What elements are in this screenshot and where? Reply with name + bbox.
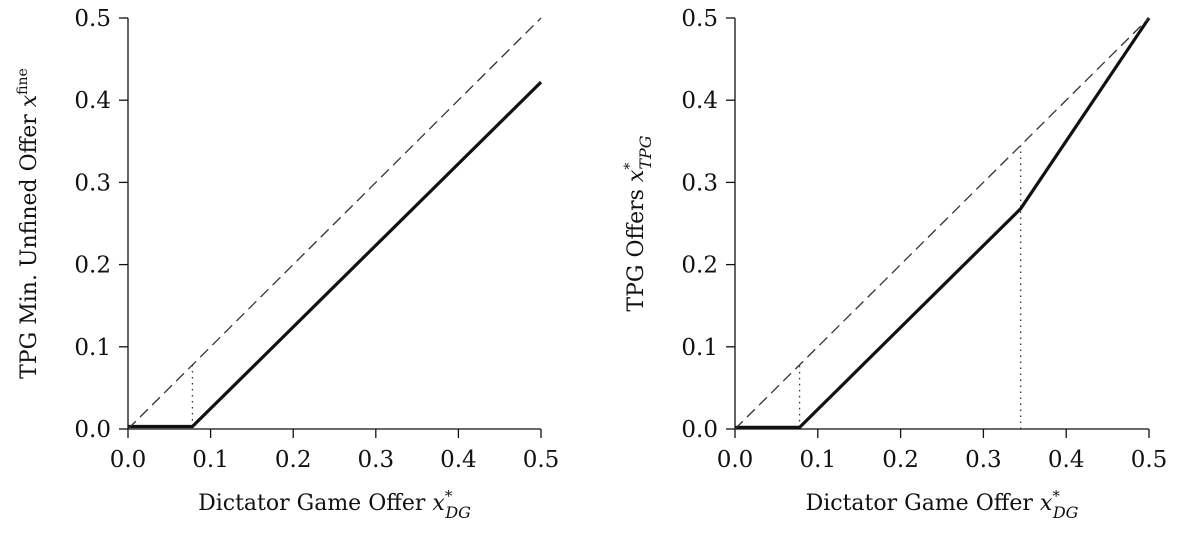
- y-axis-label-text: TPG Offers: [624, 182, 649, 312]
- y-tick-label: 0.0: [681, 417, 718, 443]
- x-tick-label: 0.5: [1131, 447, 1168, 473]
- offer-solid-line: [128, 80, 543, 429]
- x-axis-label-text: Dictator Game Offer: [806, 491, 1040, 516]
- y-axis-label-sup: *: [622, 163, 638, 170]
- y-tick-label: 0.3: [74, 170, 111, 196]
- x-tick-label: 0.0: [110, 447, 147, 473]
- y-tick-label: 0.1: [681, 335, 718, 361]
- x-axis-label-var: x: [432, 491, 445, 516]
- y-axis-label-var: x: [17, 94, 42, 107]
- x-axis-label-sub: DG: [444, 503, 471, 522]
- y-tick-label: 0.3: [681, 170, 718, 196]
- x-tick-label: 0.5: [523, 447, 560, 473]
- y-axis-label: TPG Min. Unfined Offer xfine: [15, 68, 42, 379]
- y-tick-label: 0.5: [74, 6, 111, 32]
- x-axis-label-sub: DG: [1052, 503, 1079, 522]
- x-tick-label: 0.4: [440, 447, 477, 473]
- x-axis-label-var: x: [1040, 491, 1053, 516]
- y-axis-label-sub: TPG: [636, 135, 655, 169]
- x-axis-label-sup: *: [445, 487, 453, 505]
- y-axis-label-var: x: [624, 169, 649, 182]
- x-tick-label: 0.2: [275, 447, 312, 473]
- x-axis-label: Dictator Game Offer x* DG: [806, 487, 1079, 522]
- diagonal-dashed-line: [127, 17, 542, 430]
- x-tick-label: 0.3: [358, 447, 395, 473]
- x-tick-label: 0.1: [192, 447, 229, 473]
- chart-panel-1: 0.0 0.1 0.2 0.3 0.4 0.5 0.0 0.1 0.2 0.3 0.4 0.5 Dict…: [15, 6, 559, 522]
- offer-solid-line: [735, 17, 1151, 429]
- x-tick-label: 0.0: [717, 447, 754, 473]
- x-axis-label-sup: *: [1052, 487, 1060, 505]
- y-tick-label: 0.4: [74, 88, 111, 114]
- chart-panel-2: 0.0 0.1 0.2 0.3 0.4 0.5 0.0 0.1 0.2 0.3 0.4 0.5 Dict…: [622, 6, 1167, 522]
- y-axis-label-text: TPG Min. Unfined Offer: [17, 107, 42, 379]
- x-tick-label: 0.2: [882, 447, 919, 473]
- x-tick-label: 0.4: [1048, 447, 1085, 473]
- x-axis-label: Dictator Game Offer x* DG: [198, 487, 471, 522]
- y-axis-label: TPG Offers x*TPG: [622, 135, 655, 311]
- y-tick-label: 0.1: [74, 335, 111, 361]
- y-tick-label: 0.2: [74, 253, 111, 279]
- x-axis-label-text: Dictator Game Offer: [198, 491, 432, 516]
- y-axis-label-sup: fine: [15, 68, 31, 95]
- diagonal-dashed-line: [734, 17, 1150, 430]
- y-tick-label: 0.2: [681, 253, 718, 279]
- x-tick-label: 0.1: [800, 447, 837, 473]
- x-tick-label: 0.3: [965, 447, 1002, 473]
- y-tick-label: 0.5: [681, 6, 718, 32]
- y-tick-label: 0.4: [681, 88, 718, 114]
- y-tick-label: 0.0: [74, 417, 111, 443]
